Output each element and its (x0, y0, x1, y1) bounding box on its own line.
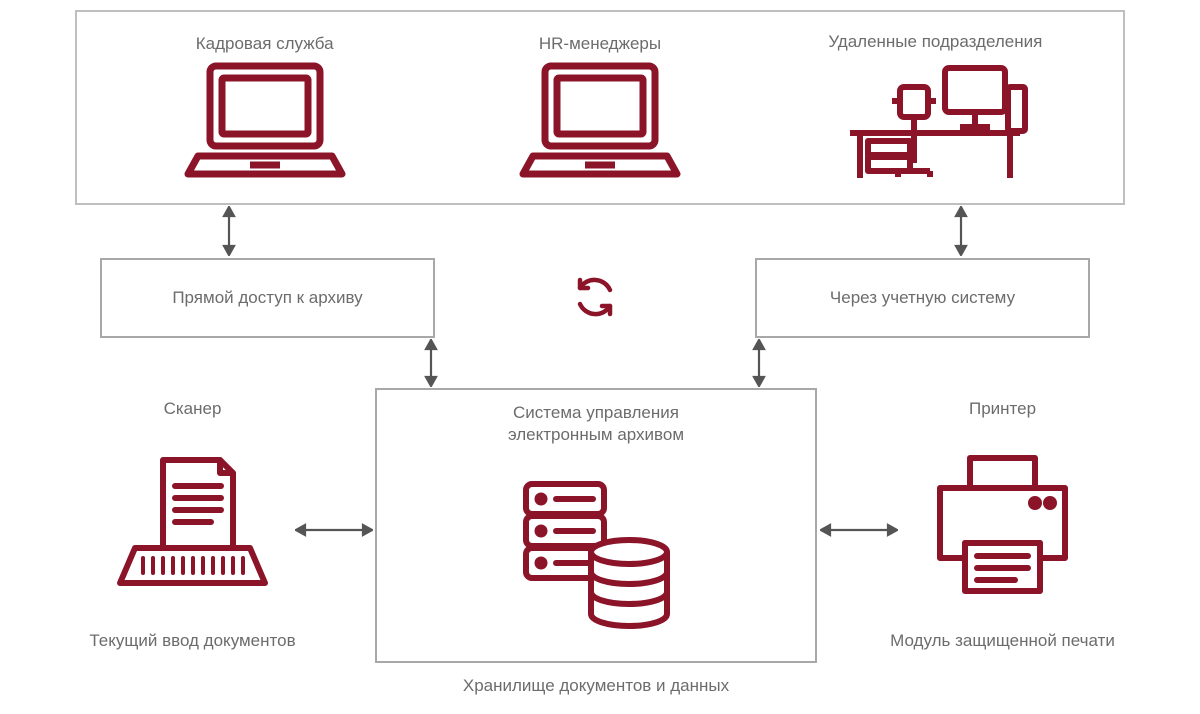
top-item-remote-depts: Удаленные подразделения (768, 31, 1103, 188)
sync-icon (570, 272, 620, 327)
archive-system-box: Система управления электронным архивом (375, 388, 817, 663)
printer-caption: Модуль защищенной печати (890, 630, 1115, 652)
scanner-caption: Текущий ввод документов (89, 630, 295, 652)
arrow-h-1 (295, 522, 373, 538)
workstation-icon (840, 53, 1030, 188)
printer-label: Принтер (969, 398, 1036, 420)
server-db-icon (511, 446, 681, 661)
printer-block: Принтер Модуль защищенной печати (880, 398, 1125, 652)
direct-access-label: Прямой доступ к архиву (172, 287, 362, 309)
scanner-icon (115, 448, 270, 608)
top-item-hr-service: Кадровая служба (97, 33, 432, 185)
laptop-icon (515, 56, 685, 186)
arrow-v-1 (221, 206, 237, 256)
archive-system-label: Система управления электронным архивом (466, 402, 726, 446)
laptop-icon (180, 56, 350, 186)
via-system-box: Через учетную систему (755, 258, 1090, 338)
direct-access-box: Прямой доступ к архиву (100, 258, 435, 338)
archive-system-caption: Хранилище документов и данных (375, 675, 817, 697)
top-item-hr-managers: HR-менеджеры (432, 33, 767, 185)
via-system-label: Через учетную систему (830, 287, 1015, 309)
arrow-v-3 (423, 339, 439, 387)
arrow-v-4 (751, 339, 767, 387)
remote-depts-label: Удаленные подразделения (828, 31, 1042, 53)
scanner-block: Сканер (75, 398, 310, 652)
arrow-h-2 (820, 522, 898, 538)
scanner-label: Сканер (164, 398, 222, 420)
arrow-v-2 (953, 206, 969, 256)
printer-icon (925, 448, 1080, 608)
top-row-container: Кадровая служба HR-менеджеры (75, 10, 1125, 205)
hr-managers-label: HR-менеджеры (539, 33, 661, 55)
hr-service-label: Кадровая служба (196, 33, 334, 55)
